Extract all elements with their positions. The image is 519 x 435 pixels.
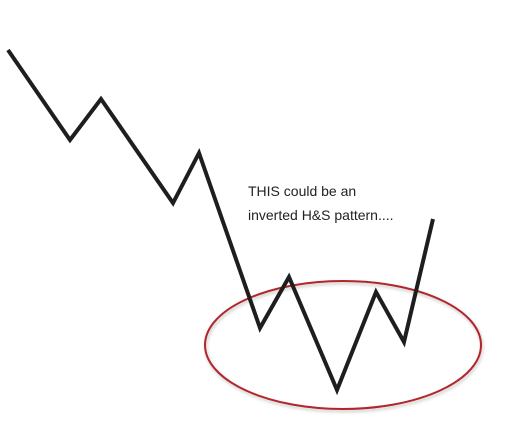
price-line	[6, 48, 435, 396]
annotation-line: inverted H&S pattern....	[248, 207, 394, 223]
highlight-ellipse	[204, 280, 482, 410]
annotation-line: THIS could be an	[248, 183, 356, 199]
